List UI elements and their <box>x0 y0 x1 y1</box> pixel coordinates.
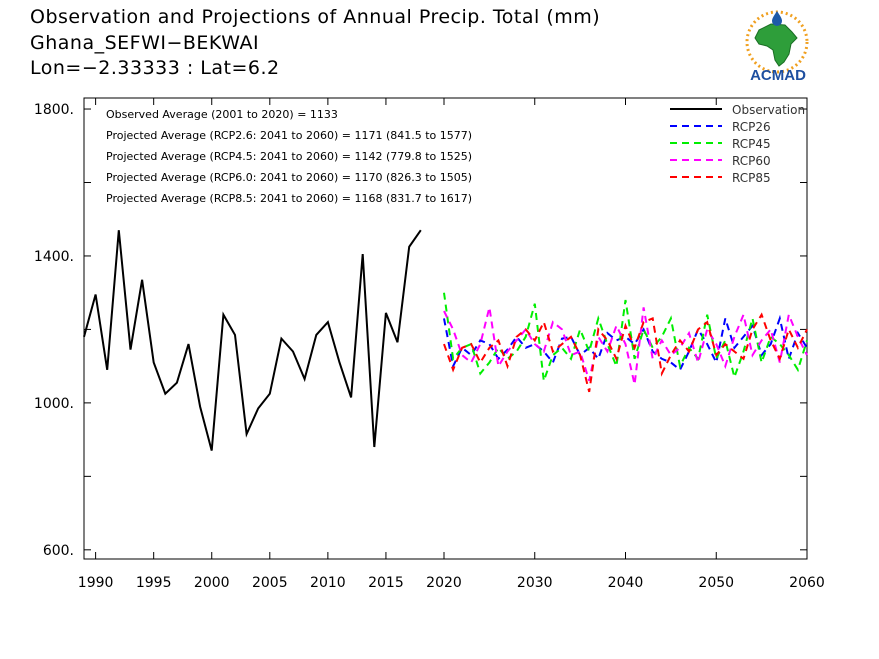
x-tick-label: 2010 <box>310 575 346 591</box>
chart-title: Observation and Projections of Annual Pr… <box>30 6 601 28</box>
series-line-rcp26 <box>443 314 808 372</box>
y-tick-label: 600. <box>43 543 74 559</box>
series-line-observation <box>83 229 422 451</box>
acmad-logo: ACMAD <box>737 8 819 84</box>
x-tick-label: 2000 <box>194 575 230 591</box>
africa-map-icon <box>754 23 798 67</box>
coordinates-label: Lon=−2.33333 : Lat=6.2 <box>30 57 280 79</box>
x-tick-label: 2040 <box>608 575 644 591</box>
y-tick-label: 1800. <box>34 102 74 118</box>
plot-frame <box>83 97 808 560</box>
annotation-text: Projected Average (RCP8.5: 2041 to 2060)… <box>106 192 472 205</box>
logo-text: ACMAD <box>750 67 806 84</box>
series-line-rcp45 <box>443 292 808 382</box>
location-label: Ghana_SEFWI−BEKWAI <box>30 32 260 54</box>
water-drop-icon <box>772 11 782 26</box>
y-tick-label: 1400. <box>34 249 74 265</box>
annotation-text: Projected Average (RCP2.6: 2041 to 2060)… <box>106 129 472 142</box>
x-tick-label: 2060 <box>789 575 825 591</box>
series-line-rcp60 <box>443 307 808 385</box>
legend-label: Observation <box>732 103 805 117</box>
annotation-text: Projected Average (RCP4.5: 2041 to 2060)… <box>106 150 472 163</box>
x-tick-label: 2050 <box>698 575 734 591</box>
y-tick-label: 1000. <box>34 396 74 412</box>
x-tick-label: 2030 <box>517 575 553 591</box>
annotation-text: Projected Average (RCP6.0: 2041 to 2060)… <box>106 171 472 184</box>
legend-label: RCP26 <box>732 120 771 134</box>
annotation-text: Observed Average (2001 to 2020) = 1133 <box>106 108 338 121</box>
legend-label: RCP85 <box>732 171 771 185</box>
x-tick-label: 1990 <box>78 575 114 591</box>
x-tick-label: 2015 <box>368 575 404 591</box>
x-tick-label: 1995 <box>136 575 172 591</box>
x-tick-label: 2020 <box>426 575 462 591</box>
legend-label: RCP60 <box>732 154 771 168</box>
legend-label: RCP45 <box>732 137 771 151</box>
x-tick-label: 2005 <box>252 575 288 591</box>
series-line-rcp85 <box>443 312 808 393</box>
